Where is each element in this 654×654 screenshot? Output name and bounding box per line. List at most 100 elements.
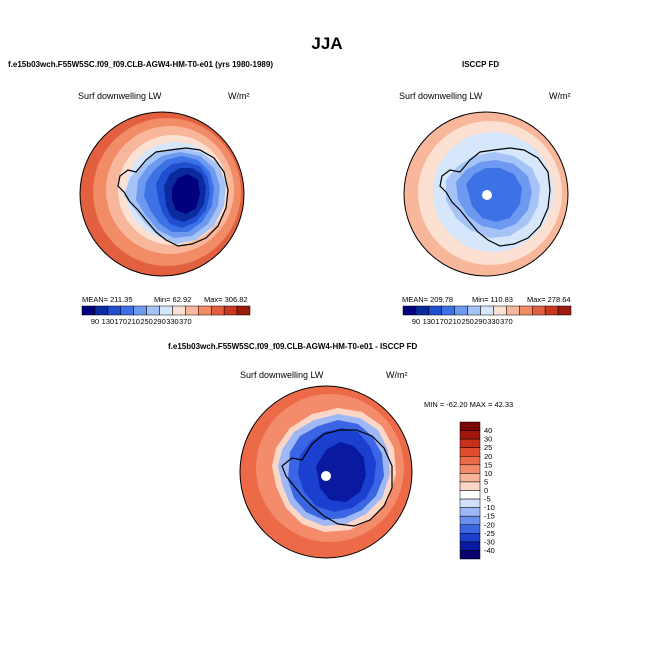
panel-2-title: ISCCP FD (462, 60, 500, 69)
cbar3-swatch (459, 550, 481, 560)
p2-band-6 (466, 168, 522, 222)
cbar2-tick-label: 290 (474, 317, 487, 326)
panel-2-field-label: Surf downwelling LW (399, 91, 483, 101)
cbar3-swatch (459, 490, 481, 500)
cbar2-tick-label: 90 (412, 317, 420, 326)
cbar3-swatch (459, 541, 481, 551)
p1-band-11 (172, 174, 200, 214)
cbar3-tick-label: -30 (484, 537, 495, 546)
cbar3-tick-label: 25 (484, 443, 492, 452)
panel-1-min: Min= 62.92 (154, 295, 192, 304)
cbar3-tick-label: -20 (484, 520, 495, 529)
cbar2-swatch (506, 305, 520, 316)
cbar1-tick-label: 210 (127, 317, 140, 326)
cbar3-tick-label: 10 (484, 469, 492, 478)
cbar3-swatch (459, 473, 481, 483)
cbar2-swatch (544, 305, 559, 316)
panel-3-units: W/m² (386, 370, 408, 380)
cbar3-swatch (459, 438, 481, 448)
cbar3-tick-label: 30 (484, 435, 492, 444)
cbar2-swatch (441, 305, 455, 316)
cbar2-swatch (557, 305, 572, 316)
panel-3-title: f.e15b03wch.F55W5SC.f09_f09.CLB-AGW4-HM-… (168, 342, 418, 351)
cbar1-tick-label: 90 (91, 317, 99, 326)
cbar1-swatch (81, 305, 96, 316)
cbar3-tick-label: -15 (484, 512, 495, 521)
cbar3-tick-label: 5 (484, 477, 488, 486)
panel-1-units: W/m² (228, 91, 250, 101)
cbar3-tick-label: -40 (484, 546, 495, 555)
cbar3-tick-label: -25 (484, 529, 495, 538)
cbar3-swatch (459, 498, 481, 508)
cbar3-swatch (459, 456, 481, 466)
cbar2-swatch (493, 305, 507, 316)
panel-1-field-label: Surf downwelling LW (78, 91, 162, 101)
cbar2-swatch (480, 305, 494, 316)
cbar3-tick-label: 0 (484, 486, 488, 495)
panel-2-map-border (403, 111, 569, 277)
panel-3-map-border (239, 385, 413, 559)
cbar1-tick-label: 290 (153, 317, 166, 326)
cbar3-swatch (459, 481, 481, 491)
cbar2-swatch (467, 305, 481, 316)
cbar1-swatch (223, 305, 238, 316)
cbar1-tick-label: 170 (115, 317, 128, 326)
panel-1-map (80, 112, 244, 276)
p3-coastline (281, 429, 393, 527)
cbar2-swatch (519, 305, 533, 316)
cbar3-tick-label: -5 (484, 495, 491, 504)
p3-band-7 (316, 442, 366, 502)
cbar1-swatch (210, 305, 225, 316)
cbar2-swatch (402, 305, 417, 316)
cbar2-tick-label: 130 (423, 317, 436, 326)
panel-3-stats: MIN = -62.20 MAX = 42.33 (424, 400, 514, 409)
panel-1-map-border (79, 111, 245, 277)
cbar1-swatch (159, 305, 173, 316)
cbar3-tick-label: 40 (484, 426, 492, 435)
cbar3-swatch (459, 515, 481, 525)
panel-3-field-label: Surf downwelling LW (240, 370, 324, 380)
cbar1-swatch (172, 305, 186, 316)
cbar1-tick-label: 330 (166, 317, 179, 326)
cbar3-swatch (459, 430, 481, 440)
panel-3-missing-pole (321, 471, 331, 481)
cbar2-tick-label: 370 (500, 317, 513, 326)
cbar1-tick-label: 130 (102, 317, 115, 326)
cbar2-tick-label: 170 (436, 317, 449, 326)
panel-2-colorbar: 90 130 170 210 250 290 330 370 (402, 305, 572, 326)
panel-2-min: Min= 110.83 (472, 295, 513, 304)
cbar2-tick-label: 330 (487, 317, 500, 326)
cbar3-swatch (459, 421, 481, 431)
p1-coastline (117, 147, 229, 247)
cbar3-swatch (459, 533, 481, 543)
cbar2-swatch (415, 305, 430, 316)
panel-2-missing-pole (482, 190, 492, 200)
panel-1-colorbar: 90 130 170 210 250 290 330 370 (81, 305, 251, 326)
panel-1-max: Max= 306.82 (204, 295, 248, 304)
cbar2-swatch (428, 305, 443, 316)
cbar1-swatch (133, 305, 147, 316)
cbar1-swatch (198, 305, 212, 316)
cbar1-swatch (94, 305, 109, 316)
cbar2-tick-label: 210 (448, 317, 461, 326)
cbar1-swatch (146, 305, 160, 316)
cbar2-swatch (454, 305, 468, 316)
p2-coastline (439, 147, 551, 247)
cbar3-tick-label: 20 (484, 452, 492, 461)
cbar3-tick-label: -10 (484, 503, 495, 512)
cbar3-tick-label: 15 (484, 460, 492, 469)
panel-1-mean: MEAN= 211.35 (82, 295, 133, 304)
cbar1-tick-label: 250 (140, 317, 153, 326)
cbar3-swatch (459, 464, 481, 474)
cbar1-swatch (120, 305, 134, 316)
panel-2-units: W/m² (549, 91, 571, 101)
cbar1-swatch (185, 305, 199, 316)
cbar3-swatch (459, 447, 481, 457)
panel-2-mean: MEAN= 209.78 (402, 295, 454, 304)
cbar3-swatch (459, 507, 481, 517)
cbar3-swatch (459, 524, 481, 534)
cbar2-swatch (531, 305, 546, 316)
panel-2-max: Max= 278.64 (527, 295, 571, 304)
